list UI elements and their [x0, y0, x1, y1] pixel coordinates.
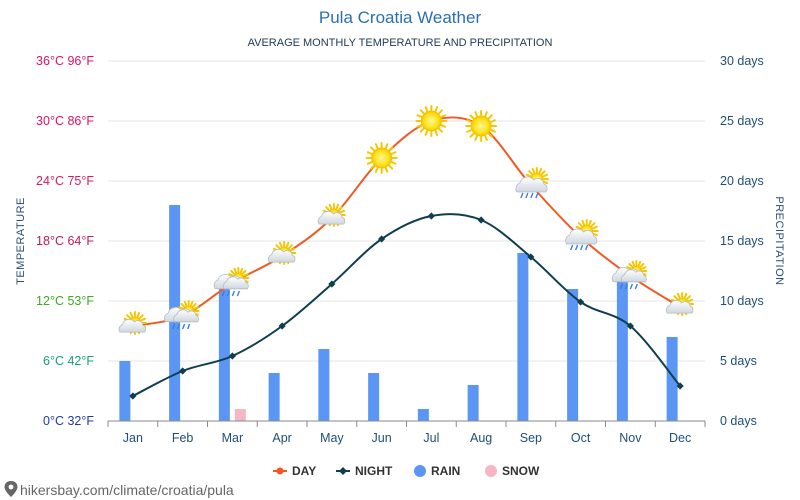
left-axis-label: TEMPERATURE	[15, 197, 27, 285]
x-tick-label: Oct	[571, 431, 591, 445]
rain-bar	[218, 289, 230, 421]
sun-icon	[365, 142, 398, 174]
rain-bar	[417, 409, 429, 421]
rain-bar	[666, 337, 678, 421]
partly-sunny-icon	[317, 203, 346, 227]
day-line	[132, 116, 681, 327]
left-tick-label: 0°C 32°F	[43, 414, 94, 428]
x-tick-label: Jun	[372, 431, 392, 445]
x-tick-label: Sep	[520, 431, 542, 445]
rain-bar	[318, 349, 330, 421]
night-point	[676, 382, 684, 390]
x-tick-label: Dec	[669, 431, 691, 445]
night-point	[378, 235, 386, 243]
legend: DAY NIGHT RAIN SNOW	[273, 464, 540, 478]
rain-bar	[268, 373, 280, 421]
partly-sunny-icon	[268, 241, 297, 265]
right-tick-label: 0 days	[720, 414, 757, 428]
chart-title: Pula Croatia Weather	[319, 8, 482, 27]
night-point	[477, 216, 485, 224]
rain-cloud-icon	[565, 219, 599, 251]
snow-bar	[234, 409, 246, 421]
night-point	[278, 322, 286, 330]
legend-item-night[interactable]: NIGHT	[336, 464, 393, 478]
legend-label: SNOW	[502, 464, 540, 478]
right-tick-label: 30 days	[720, 54, 764, 68]
night-point	[228, 352, 236, 360]
cloudy-rain-icon	[213, 267, 250, 297]
night-point	[129, 392, 137, 400]
rain-bar	[517, 253, 529, 421]
right-tick-label: 20 days	[720, 174, 764, 188]
left-tick-label: 6°C 42°F	[43, 354, 94, 368]
source-link[interactable]: hikersbay.com/climate/croatia/pula	[4, 481, 234, 498]
sun-icon	[465, 110, 498, 142]
legend-item-day[interactable]: DAY	[273, 464, 316, 478]
rain-bar	[467, 385, 479, 421]
x-tick-label: Feb	[172, 431, 194, 445]
x-tick-label: Jul	[423, 431, 439, 445]
legend-label: DAY	[292, 464, 316, 478]
partly-sunny-icon	[666, 292, 695, 316]
rain-bar	[616, 277, 628, 421]
right-axis-ticks: 0 days 5 days 10 days 15 days 20 days 25 days…	[720, 54, 764, 428]
rain-bar	[119, 361, 131, 421]
night-point	[577, 298, 585, 306]
left-tick-label: 30°C 86°F	[36, 114, 94, 128]
partly-sunny-icon	[118, 311, 147, 335]
right-axis-label: PRECIPITATION	[773, 196, 785, 285]
right-tick-label: 5 days	[720, 354, 757, 368]
chart-subtitle: AVERAGE MONTHLY TEMPERATURE AND PRECIPIT…	[248, 37, 553, 49]
legend-item-snow[interactable]: SNOW	[485, 464, 540, 478]
left-axis-ticks: 0°C 32°F 6°C 42°F 12°C 53°F 18°C 64°F 24°C 7…	[36, 54, 94, 428]
rain-cloud-icon	[515, 167, 549, 199]
source-text: hikersbay.com/climate/croatia/pula	[20, 482, 234, 498]
x-tick-label: Jan	[123, 431, 143, 445]
night-point	[328, 280, 336, 288]
right-tick-label: 10 days	[720, 294, 764, 308]
left-tick-label: 12°C 53°F	[36, 294, 94, 308]
legend-label: NIGHT	[355, 464, 393, 478]
x-tick-label: Aug	[470, 431, 492, 445]
right-tick-label: 15 days	[720, 234, 764, 248]
left-tick-label: 36°C 96°F	[36, 54, 94, 68]
legend-item-rain[interactable]: RAIN	[414, 464, 460, 478]
rain-bar	[368, 373, 380, 421]
x-tick-label: May	[320, 431, 344, 445]
legend-label: RAIN	[431, 464, 460, 478]
x-tick-label: Apr	[272, 431, 291, 445]
x-axis-ticks: Jan Feb Mar Apr May Jun Jul Aug Sep Oct Nov Dec	[107, 421, 706, 445]
x-tick-label: Mar	[222, 431, 244, 445]
night-point	[527, 253, 535, 261]
cloudy-rain-icon	[163, 300, 200, 330]
night-point	[427, 212, 435, 220]
left-tick-label: 18°C 64°F	[36, 234, 94, 248]
right-tick-label: 25 days	[720, 114, 764, 128]
sun-icon	[415, 105, 448, 137]
temperature-lines	[129, 116, 684, 400]
location-pin-icon	[4, 481, 18, 497]
night-point	[626, 322, 634, 330]
night-point	[179, 367, 187, 375]
rain-bar	[567, 289, 579, 421]
x-tick-label: Nov	[619, 431, 642, 445]
left-tick-label: 24°C 75°F	[36, 174, 94, 188]
weather-icons	[118, 105, 695, 335]
cloudy-rain-icon	[611, 260, 648, 290]
